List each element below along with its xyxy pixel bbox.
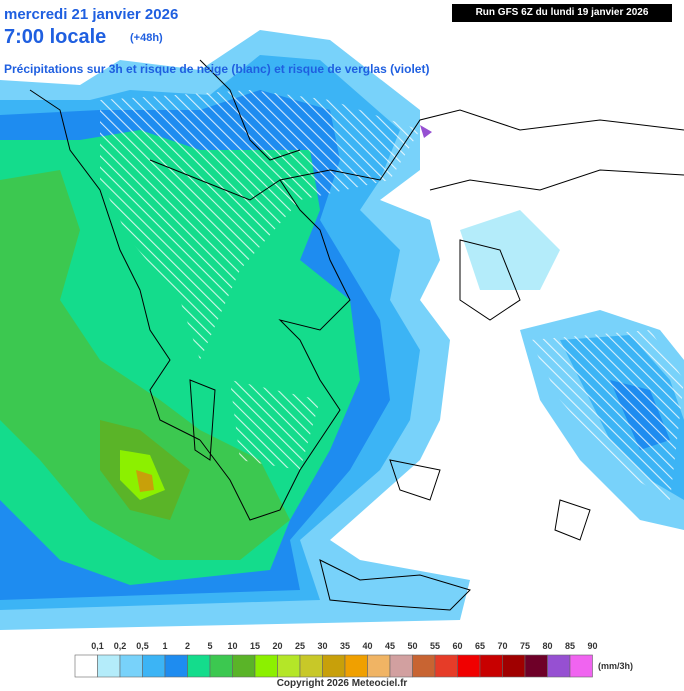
legend-label: 35 bbox=[339, 641, 351, 651]
legend-label: 55 bbox=[429, 641, 441, 651]
legend-swatch bbox=[547, 654, 571, 678]
legend-label: 90 bbox=[587, 641, 598, 651]
legend-swatch bbox=[254, 654, 278, 678]
legend-label: 0,2 bbox=[113, 641, 127, 651]
legend-swatch bbox=[344, 654, 368, 678]
precipitation-field bbox=[0, 30, 684, 630]
legend-label: 80 bbox=[542, 641, 553, 651]
legend-swatch bbox=[97, 654, 121, 678]
legend-label: 20 bbox=[272, 641, 283, 651]
legend-swatch bbox=[142, 654, 166, 678]
run-info: Run GFS 6Z du lundi 19 janvier 2026 bbox=[452, 4, 672, 22]
legend-swatch bbox=[457, 654, 481, 678]
legend-label: 25 bbox=[294, 641, 306, 651]
legend-label: 85 bbox=[564, 641, 576, 651]
legend-swatch bbox=[232, 654, 256, 678]
legend-swatch bbox=[412, 654, 436, 678]
legend-swatch bbox=[524, 654, 548, 678]
lead-time: (+48h) bbox=[130, 32, 163, 44]
legend-label: 5 bbox=[207, 641, 213, 651]
legend-label: 0,5 bbox=[136, 641, 149, 651]
legend-label: 60 bbox=[452, 641, 463, 651]
legend-swatch bbox=[299, 654, 323, 678]
legend-label: 50 bbox=[407, 641, 418, 651]
legend-swatch bbox=[569, 654, 593, 678]
legend-swatch bbox=[502, 654, 526, 678]
legend-label: 1 bbox=[162, 641, 168, 651]
legend-label: 40 bbox=[362, 641, 373, 651]
legend-swatch bbox=[367, 654, 391, 678]
legend-swatch bbox=[277, 654, 301, 678]
legend-swatch bbox=[209, 654, 233, 678]
legend-bar bbox=[74, 654, 593, 678]
legend-label: 2 bbox=[184, 641, 191, 651]
legend-label: 45 bbox=[384, 641, 396, 651]
description: Précipitations sur 3h et risque de neige… bbox=[4, 62, 430, 76]
legend-swatch bbox=[434, 654, 458, 678]
legend-swatch bbox=[74, 654, 98, 678]
legend-swatch bbox=[164, 654, 188, 678]
date: mercredi 21 janvier 2026 bbox=[4, 6, 179, 23]
legend-swatch bbox=[479, 654, 503, 678]
legend-swatch bbox=[119, 654, 143, 678]
legend-label: 0,1 bbox=[91, 641, 104, 651]
copyright: Copyright 2026 Meteociel.fr bbox=[276, 678, 408, 689]
legend-label: 15 bbox=[249, 641, 261, 651]
legend-swatch bbox=[389, 654, 413, 678]
legend-swatch bbox=[187, 654, 211, 678]
legend-label: 70 bbox=[497, 641, 508, 651]
legend-swatch bbox=[322, 654, 346, 678]
legend-label: 75 bbox=[519, 641, 531, 651]
legend-label: 65 bbox=[474, 641, 486, 651]
legend-label: 10 bbox=[227, 641, 238, 651]
legend-unit: (mm/3h) bbox=[598, 661, 634, 671]
time: 7:00 locale bbox=[4, 26, 107, 48]
legend-label: 30 bbox=[317, 641, 328, 651]
borders bbox=[29, 59, 684, 611]
